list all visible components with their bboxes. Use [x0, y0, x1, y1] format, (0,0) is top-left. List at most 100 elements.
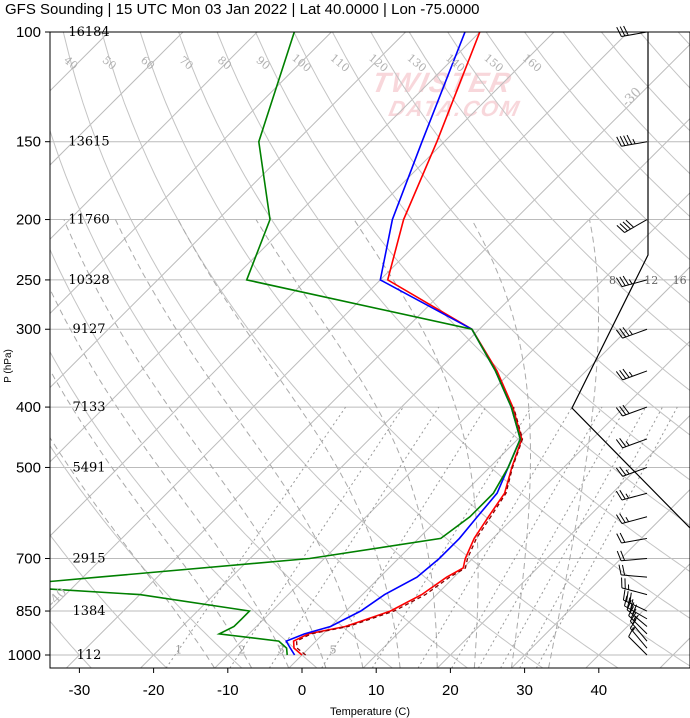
wind-barb	[616, 532, 648, 544]
isotherm-line	[50, 32, 332, 315]
wind-barb	[621, 577, 648, 596]
isotherm-line	[436, 414, 690, 668]
dry-adiabat	[331, 32, 690, 436]
dry-adiabat	[370, 32, 690, 392]
mixing-ratio-label: 1	[175, 644, 182, 657]
dry-adiabat	[216, 32, 690, 573]
isotherm-label: -30	[619, 85, 644, 110]
mixing-ratio-label: 3	[278, 644, 285, 657]
dry-adiabat	[62, 32, 544, 668]
dry-adiabat	[50, 620, 92, 668]
moist-adiabat	[548, 219, 599, 668]
mixing-ratio-line	[165, 406, 347, 668]
dry-adiabat	[50, 248, 393, 668]
x-tick-label: 40	[590, 682, 607, 699]
y-tick-label: 100	[16, 24, 41, 41]
x-tick-label: -20	[143, 682, 165, 699]
moist-adiabat	[471, 219, 531, 668]
height-label: 9127	[72, 322, 105, 337]
isotherm-line	[50, 32, 481, 463]
mixing-ratio-label: 12	[644, 274, 658, 287]
isotherm-line	[50, 32, 406, 389]
x-tick-label: 0	[298, 682, 306, 699]
y-tick-label: 1000	[8, 647, 41, 664]
dry-adiabat	[178, 32, 690, 619]
theta-label: 40	[61, 54, 80, 73]
y-tick-label: 500	[16, 459, 41, 476]
isotherm-line	[50, 32, 258, 240]
virtual-temperature-line	[295, 406, 524, 656]
dry-adiabat	[50, 444, 243, 668]
moist-adiabat	[63, 219, 327, 668]
y-tick-label: 300	[16, 321, 41, 338]
isotherm-line	[288, 266, 690, 668]
wind-column-boundary	[571, 32, 690, 529]
dry-adiabat	[293, 32, 690, 481]
isotherm-line	[140, 117, 690, 668]
dry-adiabat	[639, 32, 690, 89]
dry-adiabat	[50, 350, 318, 668]
y-tick-label: 400	[16, 399, 41, 416]
mixing-ratio-line	[229, 406, 404, 668]
wind-barb	[615, 437, 648, 449]
x-tick-label: 30	[516, 682, 533, 699]
height-label: 112	[77, 648, 102, 663]
wind-barb	[629, 612, 648, 642]
dry-adiabat	[50, 129, 469, 668]
wind-barb	[615, 327, 648, 339]
isotherm-line	[50, 32, 555, 537]
chart-title: GFS Sounding | 15 UTC Mon 03 Jan 2022 | …	[5, 1, 480, 18]
isotherm-line	[65, 43, 690, 668]
moist-adiabat	[353, 219, 479, 668]
wind-barb	[618, 564, 648, 578]
dry-adiabat	[562, 32, 690, 175]
wind-barb	[615, 275, 648, 288]
mixing-ratio-line	[535, 406, 678, 668]
y-tick-label: 700	[16, 550, 41, 567]
wind-barb	[628, 606, 648, 635]
wind-barb	[615, 368, 648, 381]
dry-adiabat	[255, 32, 690, 527]
wind-barb	[615, 489, 648, 501]
moist-adiabat	[114, 219, 364, 668]
mixing-ratio-line	[477, 406, 627, 668]
watermark-logo: TWISTER DATA.COM	[369, 66, 523, 121]
wind-barb	[615, 404, 648, 417]
wet-bulb-line	[285, 32, 522, 656]
isotherm-line	[659, 637, 690, 668]
theta-label: 80	[215, 54, 234, 73]
height-label: 1384	[72, 604, 105, 619]
mixing-ratio-line	[268, 406, 440, 668]
isotherm-line	[50, 32, 184, 166]
x-tick-label: -30	[69, 682, 91, 699]
wind-barb	[615, 466, 648, 477]
y-tick-label: 200	[16, 212, 41, 229]
height-label: 16184	[68, 25, 109, 40]
wind-barb	[615, 513, 648, 525]
svg-text:DATA.COM: DATA.COM	[387, 96, 523, 121]
mixing-ratio-line	[321, 406, 487, 668]
moist-adiabat	[255, 219, 438, 668]
dry-adiabat	[50, 534, 168, 668]
mixing-ratio-label: 5	[329, 644, 336, 657]
mixing-ratio-label: 16	[673, 274, 687, 287]
isotherm-line	[511, 488, 690, 668]
wind-barb	[622, 589, 648, 612]
theta-label: 110	[328, 51, 352, 74]
theta-label: 60	[138, 54, 157, 73]
wind-barb	[616, 134, 648, 147]
height-label: 7133	[72, 400, 105, 415]
y-tick-label: 150	[16, 134, 41, 151]
isotherm-line	[50, 32, 110, 92]
mixing-ratio-line	[519, 406, 663, 668]
wind-barb-column	[571, 25, 690, 656]
isotherm-label: -40	[45, 585, 70, 610]
x-tick-label: 10	[368, 682, 385, 699]
isotherm-line	[50, 32, 629, 611]
moist-adiabat	[50, 436, 216, 668]
y-tick-label: 850	[16, 603, 41, 620]
height-label: 10328	[68, 273, 109, 288]
mixing-ratio-line	[371, 406, 532, 668]
mixing-ratio-line	[451, 406, 603, 668]
